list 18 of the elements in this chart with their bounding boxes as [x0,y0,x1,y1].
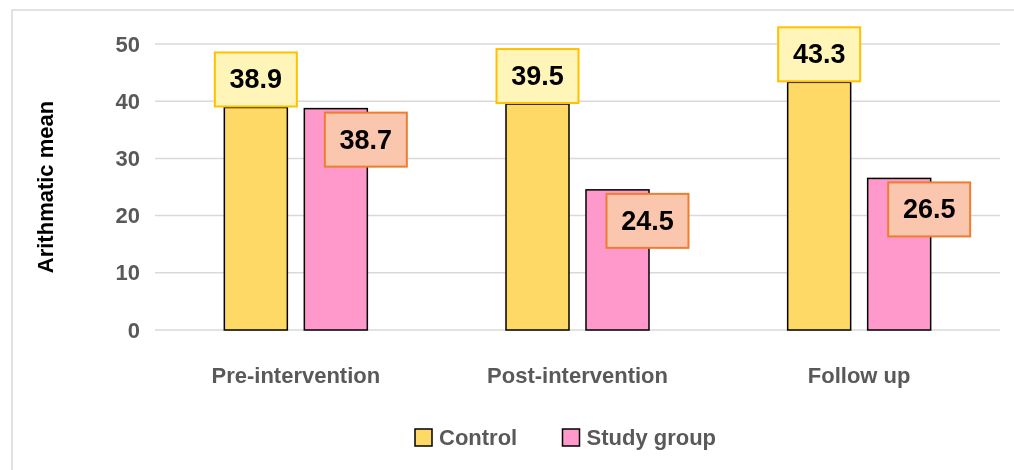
data-label: 38.9 [229,64,283,95]
data-label: 24.5 [621,205,674,236]
x-tick-label: Pre-intervention [211,362,381,388]
y-tick-label: 10 [115,260,140,286]
y-tick-label: 30 [115,145,140,171]
y-tick-label: 20 [115,203,140,229]
data-label: 38.7 [339,124,393,155]
legend-label: Study group [586,424,717,450]
data-label: 26.5 [902,194,956,225]
y-tick-label: 50 [115,31,140,57]
x-tick-label: Follow up [807,362,911,388]
data-label: 43.3 [792,39,846,70]
y-tick-label: 40 [115,88,140,114]
legend-label: Control [439,424,518,450]
data-label: 39.5 [511,61,564,92]
y-axis-title: Arithmatic mean [32,100,58,274]
x-tick-label: Post-intervention [487,362,668,388]
y-tick-label: 0 [127,317,140,343]
